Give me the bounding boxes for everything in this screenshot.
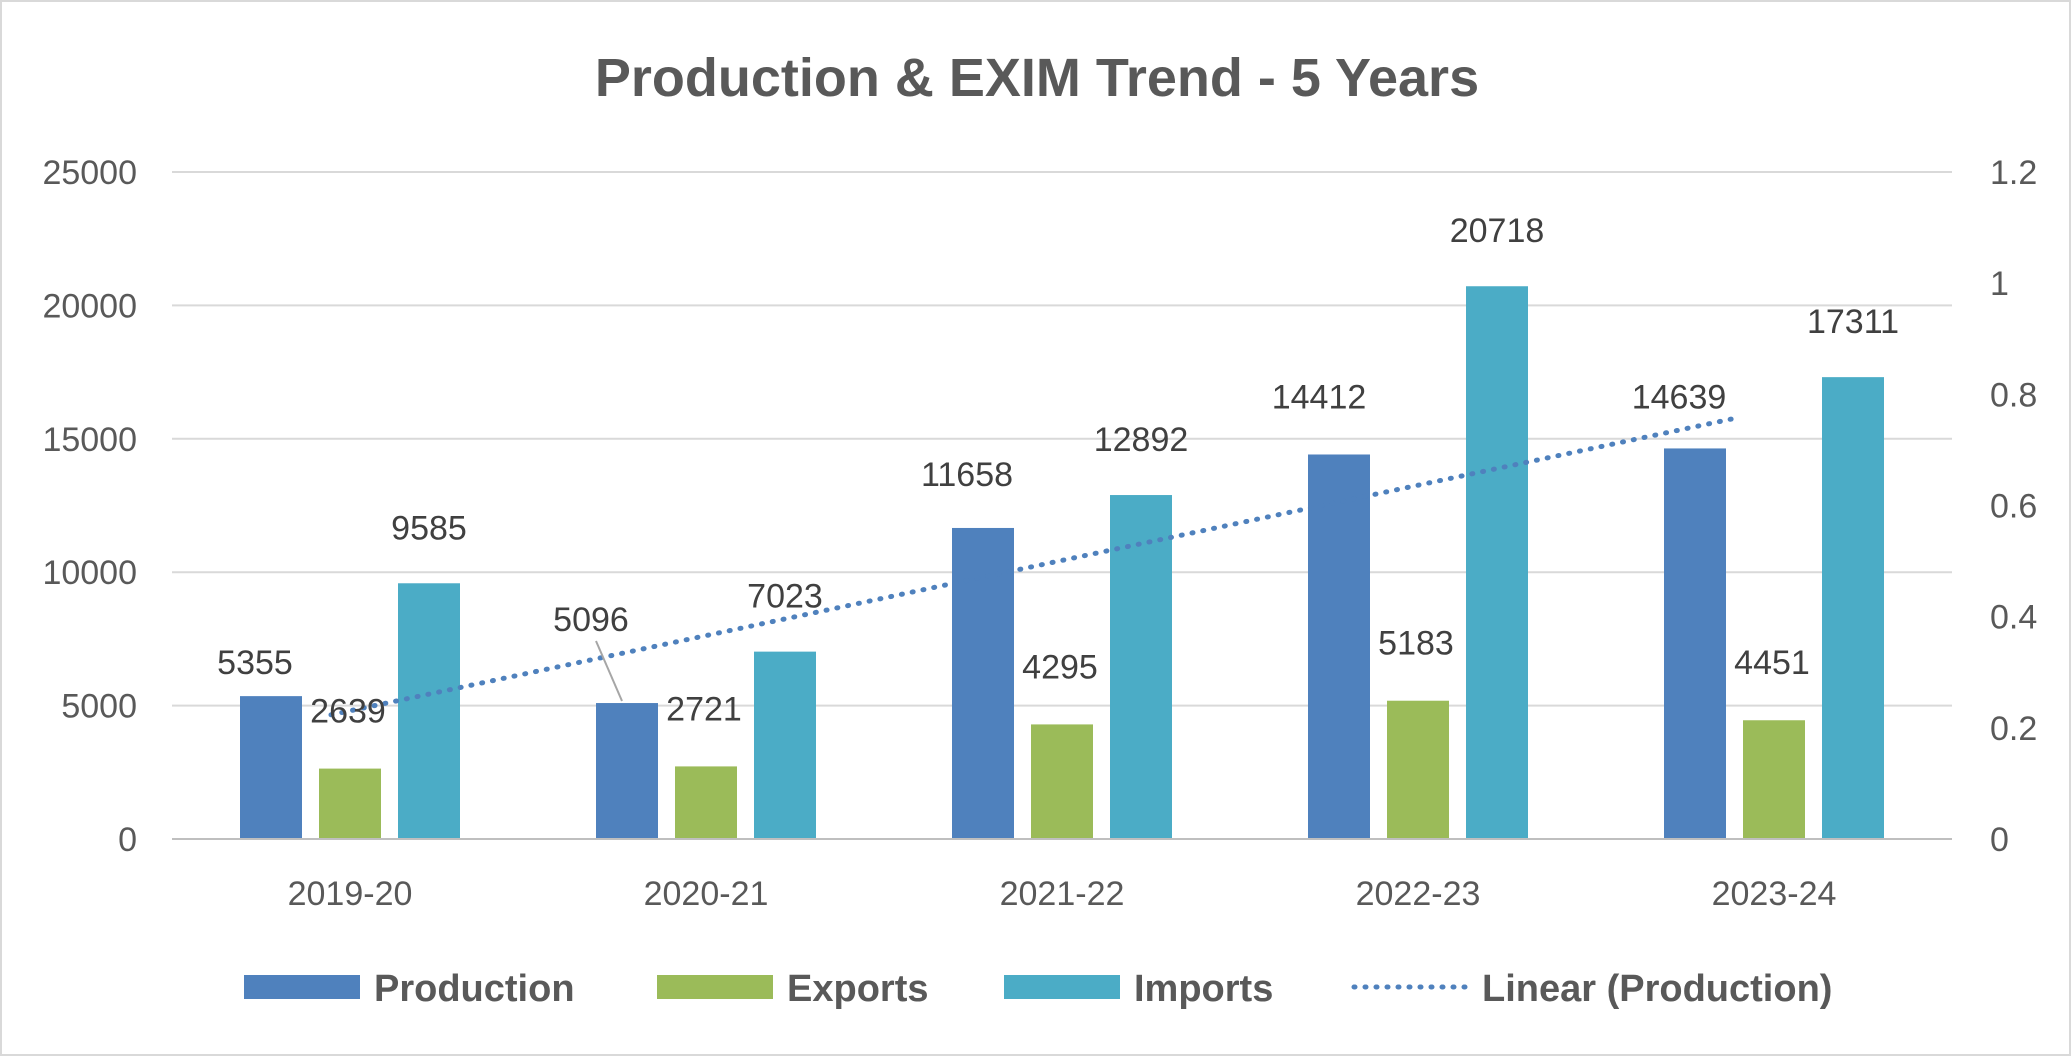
data-label-production: 14412: [1272, 378, 1367, 416]
data-label-leader: [595, 640, 623, 702]
data-label-production: 11658: [921, 456, 1013, 494]
y-axis-left: 0 5000 10000 15000 20000 25000: [42, 154, 137, 859]
legend-swatch: [657, 975, 773, 999]
bar-imports: [1822, 377, 1884, 839]
legend-swatch: [244, 975, 360, 999]
y-tick-label: 5000: [61, 688, 137, 726]
y-tick-label: 10000: [42, 554, 137, 592]
bar-production: [596, 703, 658, 839]
legend-label: Linear (Production): [1482, 968, 1832, 1010]
bar-imports: [754, 651, 816, 839]
bar-production: [952, 527, 1014, 839]
chart-title: Production & EXIM Trend - 5 Years: [595, 48, 1479, 108]
y2-tick-label: 0.8: [1990, 376, 2037, 414]
data-label-production: 14639: [1632, 378, 1727, 416]
bar-imports: [1466, 286, 1528, 839]
trendline: [328, 414, 1743, 718]
y-tick-label: 15000: [42, 421, 137, 459]
bar-exports: [319, 768, 381, 839]
bar-production: [1664, 448, 1726, 839]
data-label-exports: 4295: [1022, 648, 1098, 686]
bar-imports: [398, 583, 460, 839]
legend-item: Imports: [1004, 968, 1273, 1010]
y2-tick-label: 0.4: [1990, 599, 2037, 637]
bar-exports: [1387, 700, 1449, 839]
data-label-imports: 7023: [747, 578, 823, 616]
bar-exports: [675, 766, 737, 839]
x-tick-label: 2019-20: [288, 875, 413, 913]
legend-label: Production: [374, 968, 575, 1010]
x-tick-label: 2022-23: [1356, 875, 1481, 913]
data-label-imports: 12892: [1094, 421, 1189, 459]
x-axis: 2019-20 2020-21 2021-22 2022-23 2023-24: [172, 838, 1952, 913]
y2-tick-label: 0.2: [1990, 710, 2037, 748]
data-label-exports: 2639: [310, 693, 386, 731]
grid-layer: [172, 171, 1952, 707]
bar-production: [1308, 454, 1370, 839]
y-tick-label: 20000: [42, 287, 137, 325]
data-label-imports: 9585: [391, 509, 467, 547]
y2-tick-label: 0.6: [1990, 488, 2037, 526]
data-label-exports: 5183: [1378, 625, 1454, 663]
legend-item: Production: [244, 968, 575, 1010]
data-label-exports: 2721: [666, 690, 742, 728]
data-label-exports: 4451: [1734, 644, 1810, 682]
legend-item: Linear (Production): [1351, 968, 1832, 1010]
bar-exports: [1743, 720, 1805, 839]
data-label-imports: 20718: [1450, 212, 1545, 250]
x-tick-label: 2021-22: [1000, 875, 1125, 913]
data-labels-layer: 5355 5096 11658 14412 14639 2639 2721 4295 5183 4…: [217, 212, 1899, 730]
x-tick-label: 2020-21: [644, 875, 769, 913]
data-label-imports: 17311: [1807, 303, 1899, 341]
data-label-production: 5355: [217, 644, 293, 682]
y2-tick-label: 1: [1990, 265, 2009, 303]
legend-item: Exports: [657, 968, 928, 1010]
data-label-production: 5096: [553, 601, 629, 639]
legend-swatch: [1004, 975, 1120, 999]
bar-imports: [1110, 495, 1172, 839]
y-tick-label: 25000: [42, 154, 137, 192]
trendline-layer: [328, 414, 1743, 718]
legend-label: Exports: [787, 968, 928, 1010]
legend-label: Imports: [1134, 968, 1273, 1010]
y2-tick-label: 0: [1990, 821, 2009, 859]
y-axis-right: 0 0.2 0.4 0.6 0.8 1 1.2: [1990, 154, 2037, 859]
legend: Production Exports Imports Linear (Producti…: [244, 968, 1832, 1010]
bars-layer: [240, 286, 1884, 839]
x-tick-label: 2023-24: [1712, 875, 1837, 913]
bar-exports: [1031, 724, 1093, 839]
y2-tick-label: 1.2: [1990, 154, 2037, 192]
y-tick-label: 0: [118, 821, 137, 859]
bar-production: [240, 696, 302, 839]
